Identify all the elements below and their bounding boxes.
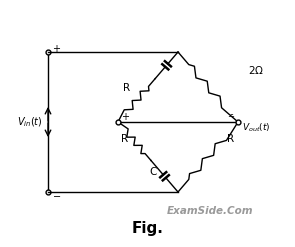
Text: ExamSide.Com: ExamSide.Com	[167, 206, 253, 216]
Text: $V_{out}(t)$: $V_{out}(t)$	[242, 122, 271, 134]
Text: 2$\Omega$: 2$\Omega$	[248, 64, 264, 76]
Text: R: R	[123, 83, 130, 93]
Text: $V_{in}(t)$: $V_{in}(t)$	[17, 115, 43, 129]
Text: R: R	[227, 134, 234, 144]
Text: +: +	[52, 44, 60, 54]
Text: $\bar{-}$: $\bar{-}$	[227, 111, 235, 121]
Text: C: C	[149, 166, 156, 177]
Text: R: R	[121, 134, 128, 144]
Text: +: +	[121, 112, 129, 122]
Text: $-$: $-$	[52, 190, 61, 200]
Text: Fig.: Fig.	[132, 222, 164, 236]
